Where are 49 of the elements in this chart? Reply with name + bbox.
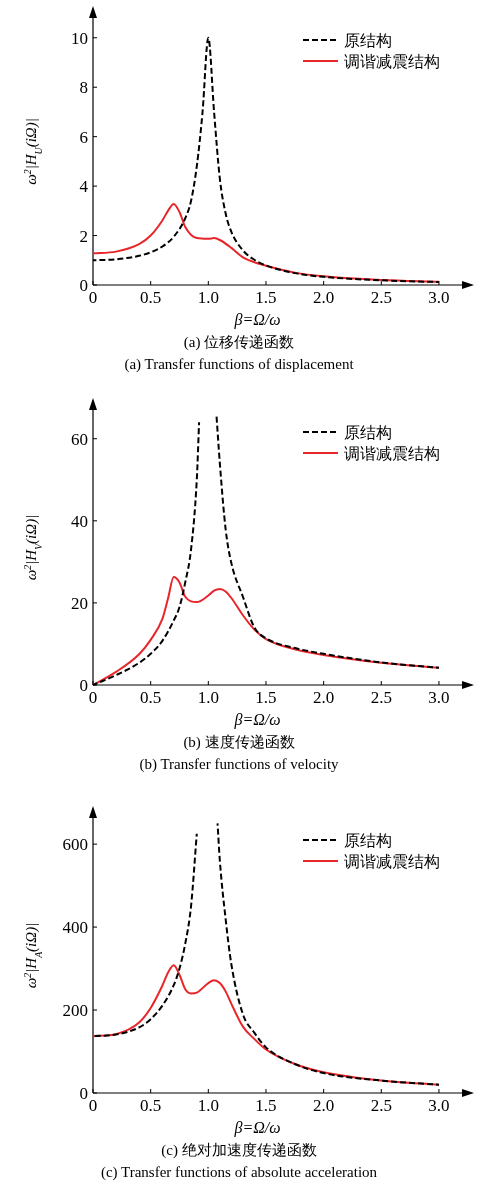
y-tick-label: 10	[71, 28, 88, 48]
x-tick-label: 2.0	[313, 288, 335, 307]
x-axis-title: β=Ω/ω	[233, 1119, 281, 1137]
x-tick-label: 0.5	[140, 1096, 162, 1115]
legend-label: 调谐减震结构	[344, 445, 440, 462]
x-tick-label: 0.5	[140, 288, 162, 307]
y-tick-label: 4	[79, 177, 89, 197]
x-tick-label: 2.0	[313, 688, 335, 707]
y-tick-label: 2	[79, 226, 88, 246]
x-tick-label: 1.5	[255, 688, 277, 707]
text: (b) 速度传递函数	[183, 734, 295, 751]
legend-label: 调谐减震结构	[344, 853, 440, 870]
x-tick-label: 1.5	[255, 1096, 277, 1115]
x-tick-label: 2.5	[370, 1096, 392, 1115]
text: (a) Transfer functions of displacement	[124, 356, 355, 373]
line-series	[92, 832, 198, 1038]
legend-label: 原结构	[344, 832, 392, 849]
y-tick-label: 600	[62, 835, 88, 855]
x-tick-label: 3.0	[428, 1096, 450, 1115]
y-tick-label: 60	[71, 429, 88, 449]
x-axis-title: β=Ω/ω	[233, 311, 281, 329]
x-tick-label: 3.0	[428, 688, 450, 707]
x-tick-label: 2.5	[370, 288, 392, 307]
text: (c) Transfer functions of absolute acceleration	[100, 1164, 378, 1181]
x-tick-label: 1.0	[197, 688, 219, 707]
y-tick-label: 8	[79, 78, 88, 98]
y-tick-label: 0	[79, 276, 88, 295]
y-tick-label: 20	[71, 593, 88, 613]
x-tick-label: 1.0	[197, 288, 219, 307]
y-tick-label: 400	[62, 918, 88, 938]
y-tick-label: 6	[79, 127, 88, 147]
legend-label: 原结构	[344, 424, 392, 441]
x-axis-title: β=Ω/ω	[233, 711, 281, 729]
y-tick-label: 0	[79, 676, 88, 695]
text: (b) Transfer functions of velocity	[139, 756, 340, 773]
x-tick-label: 1.5	[255, 288, 277, 307]
y-tick-label: 0	[79, 1084, 88, 1103]
x-tick-label: 0.5	[140, 688, 162, 707]
x-tick-label: 2.0	[313, 1096, 335, 1115]
y-tick-label: 200	[62, 1001, 88, 1021]
x-tick-label: 1.0	[197, 1096, 219, 1115]
line-series	[216, 822, 440, 1086]
y-tick-label: 40	[71, 511, 88, 531]
x-tick-label: 2.5	[370, 688, 392, 707]
legend-label: 原结构	[344, 32, 392, 49]
text: (c) 绝对加速度传递函数	[161, 1142, 317, 1159]
legend-label: 调谐减震结构	[344, 53, 440, 70]
text: (a) 位移传递函数	[183, 334, 295, 351]
x-tick-label: 3.0	[428, 288, 450, 307]
